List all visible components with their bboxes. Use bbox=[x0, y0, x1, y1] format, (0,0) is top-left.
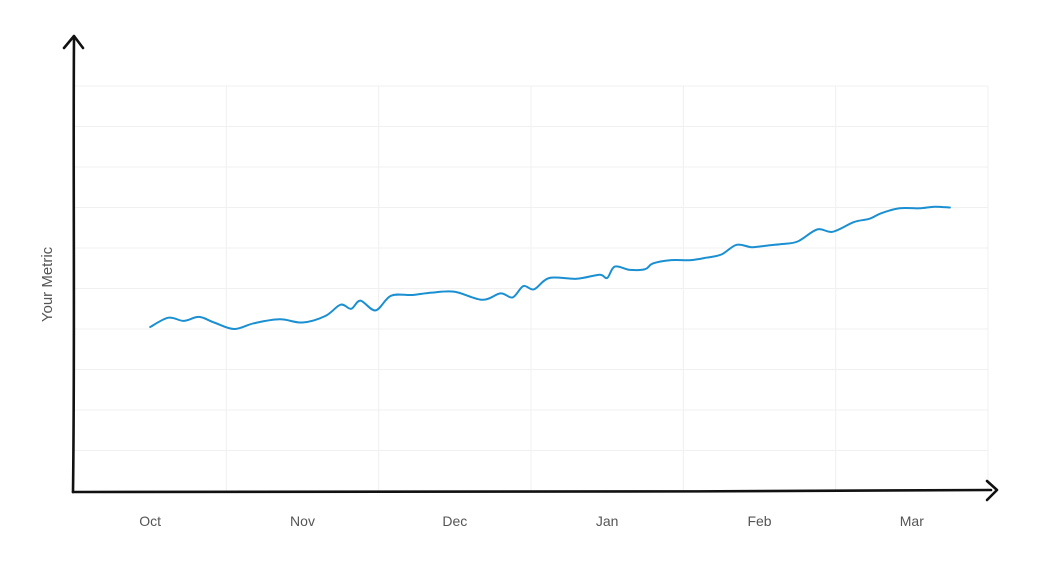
x-tick-label: Feb bbox=[747, 513, 771, 529]
x-axis bbox=[71, 488, 993, 494]
y-axis bbox=[71, 36, 76, 494]
x-tick-label: Oct bbox=[139, 513, 161, 529]
y-axis-arrow-icon bbox=[62, 34, 85, 50]
x-tick-label: Nov bbox=[290, 513, 315, 529]
x-tick-labels: Oct Nov Dec Jan Feb Mar bbox=[139, 513, 924, 529]
x-tick-label: Dec bbox=[442, 513, 467, 529]
x-tick-label: Mar bbox=[900, 513, 924, 529]
x-tick-label: Jan bbox=[596, 513, 619, 529]
y-axis-title: Your Metric bbox=[39, 246, 56, 322]
x-axis-arrow-icon bbox=[985, 479, 999, 502]
series-layer bbox=[149, 205, 951, 331]
series-line bbox=[149, 205, 951, 331]
